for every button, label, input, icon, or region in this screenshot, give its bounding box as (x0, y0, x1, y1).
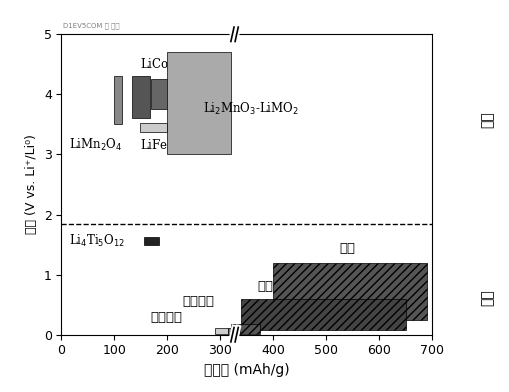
Bar (151, 79, 168, 109)
Text: D1EV5COM 第 电动: D1EV5COM 第 电动 (63, 23, 119, 29)
Text: 软炭: 软炭 (338, 242, 355, 256)
Bar (167, 52, 231, 154)
X-axis label: 比容量 (mAh/g): 比容量 (mAh/g) (204, 363, 289, 377)
Bar (139, 123, 167, 132)
Text: 负极: 负极 (479, 289, 493, 306)
Bar (215, 327, 228, 334)
Text: 人造石墨: 人造石墨 (150, 311, 182, 324)
Text: 天然石墨: 天然石墨 (182, 295, 214, 308)
Text: LiCoO$_2$: LiCoO$_2$ (139, 57, 183, 73)
Text: Li$_2$MnO$_3$-LiMO$_2$: Li$_2$MnO$_3$-LiMO$_2$ (203, 102, 299, 118)
Bar (273, 263, 426, 320)
Text: Li$_4$Ti$_5$O$_{12}$: Li$_4$Ti$_5$O$_{12}$ (69, 233, 125, 249)
Y-axis label: 电位 (V vs. Li⁺/Li⁰): 电位 (V vs. Li⁺/Li⁰) (25, 134, 38, 234)
Bar (228, 327, 239, 334)
Text: 正极: 正极 (479, 111, 493, 128)
Text: LiFePO$_4$: LiFePO$_4$ (139, 138, 190, 154)
Bar (241, 299, 405, 330)
Bar (143, 238, 159, 245)
Bar (114, 76, 122, 124)
Bar (132, 76, 150, 118)
Bar (231, 324, 260, 334)
Text: LiMn$_2$O$_4$: LiMn$_2$O$_4$ (69, 137, 123, 154)
Text: 硬炭: 硬炭 (257, 279, 273, 293)
